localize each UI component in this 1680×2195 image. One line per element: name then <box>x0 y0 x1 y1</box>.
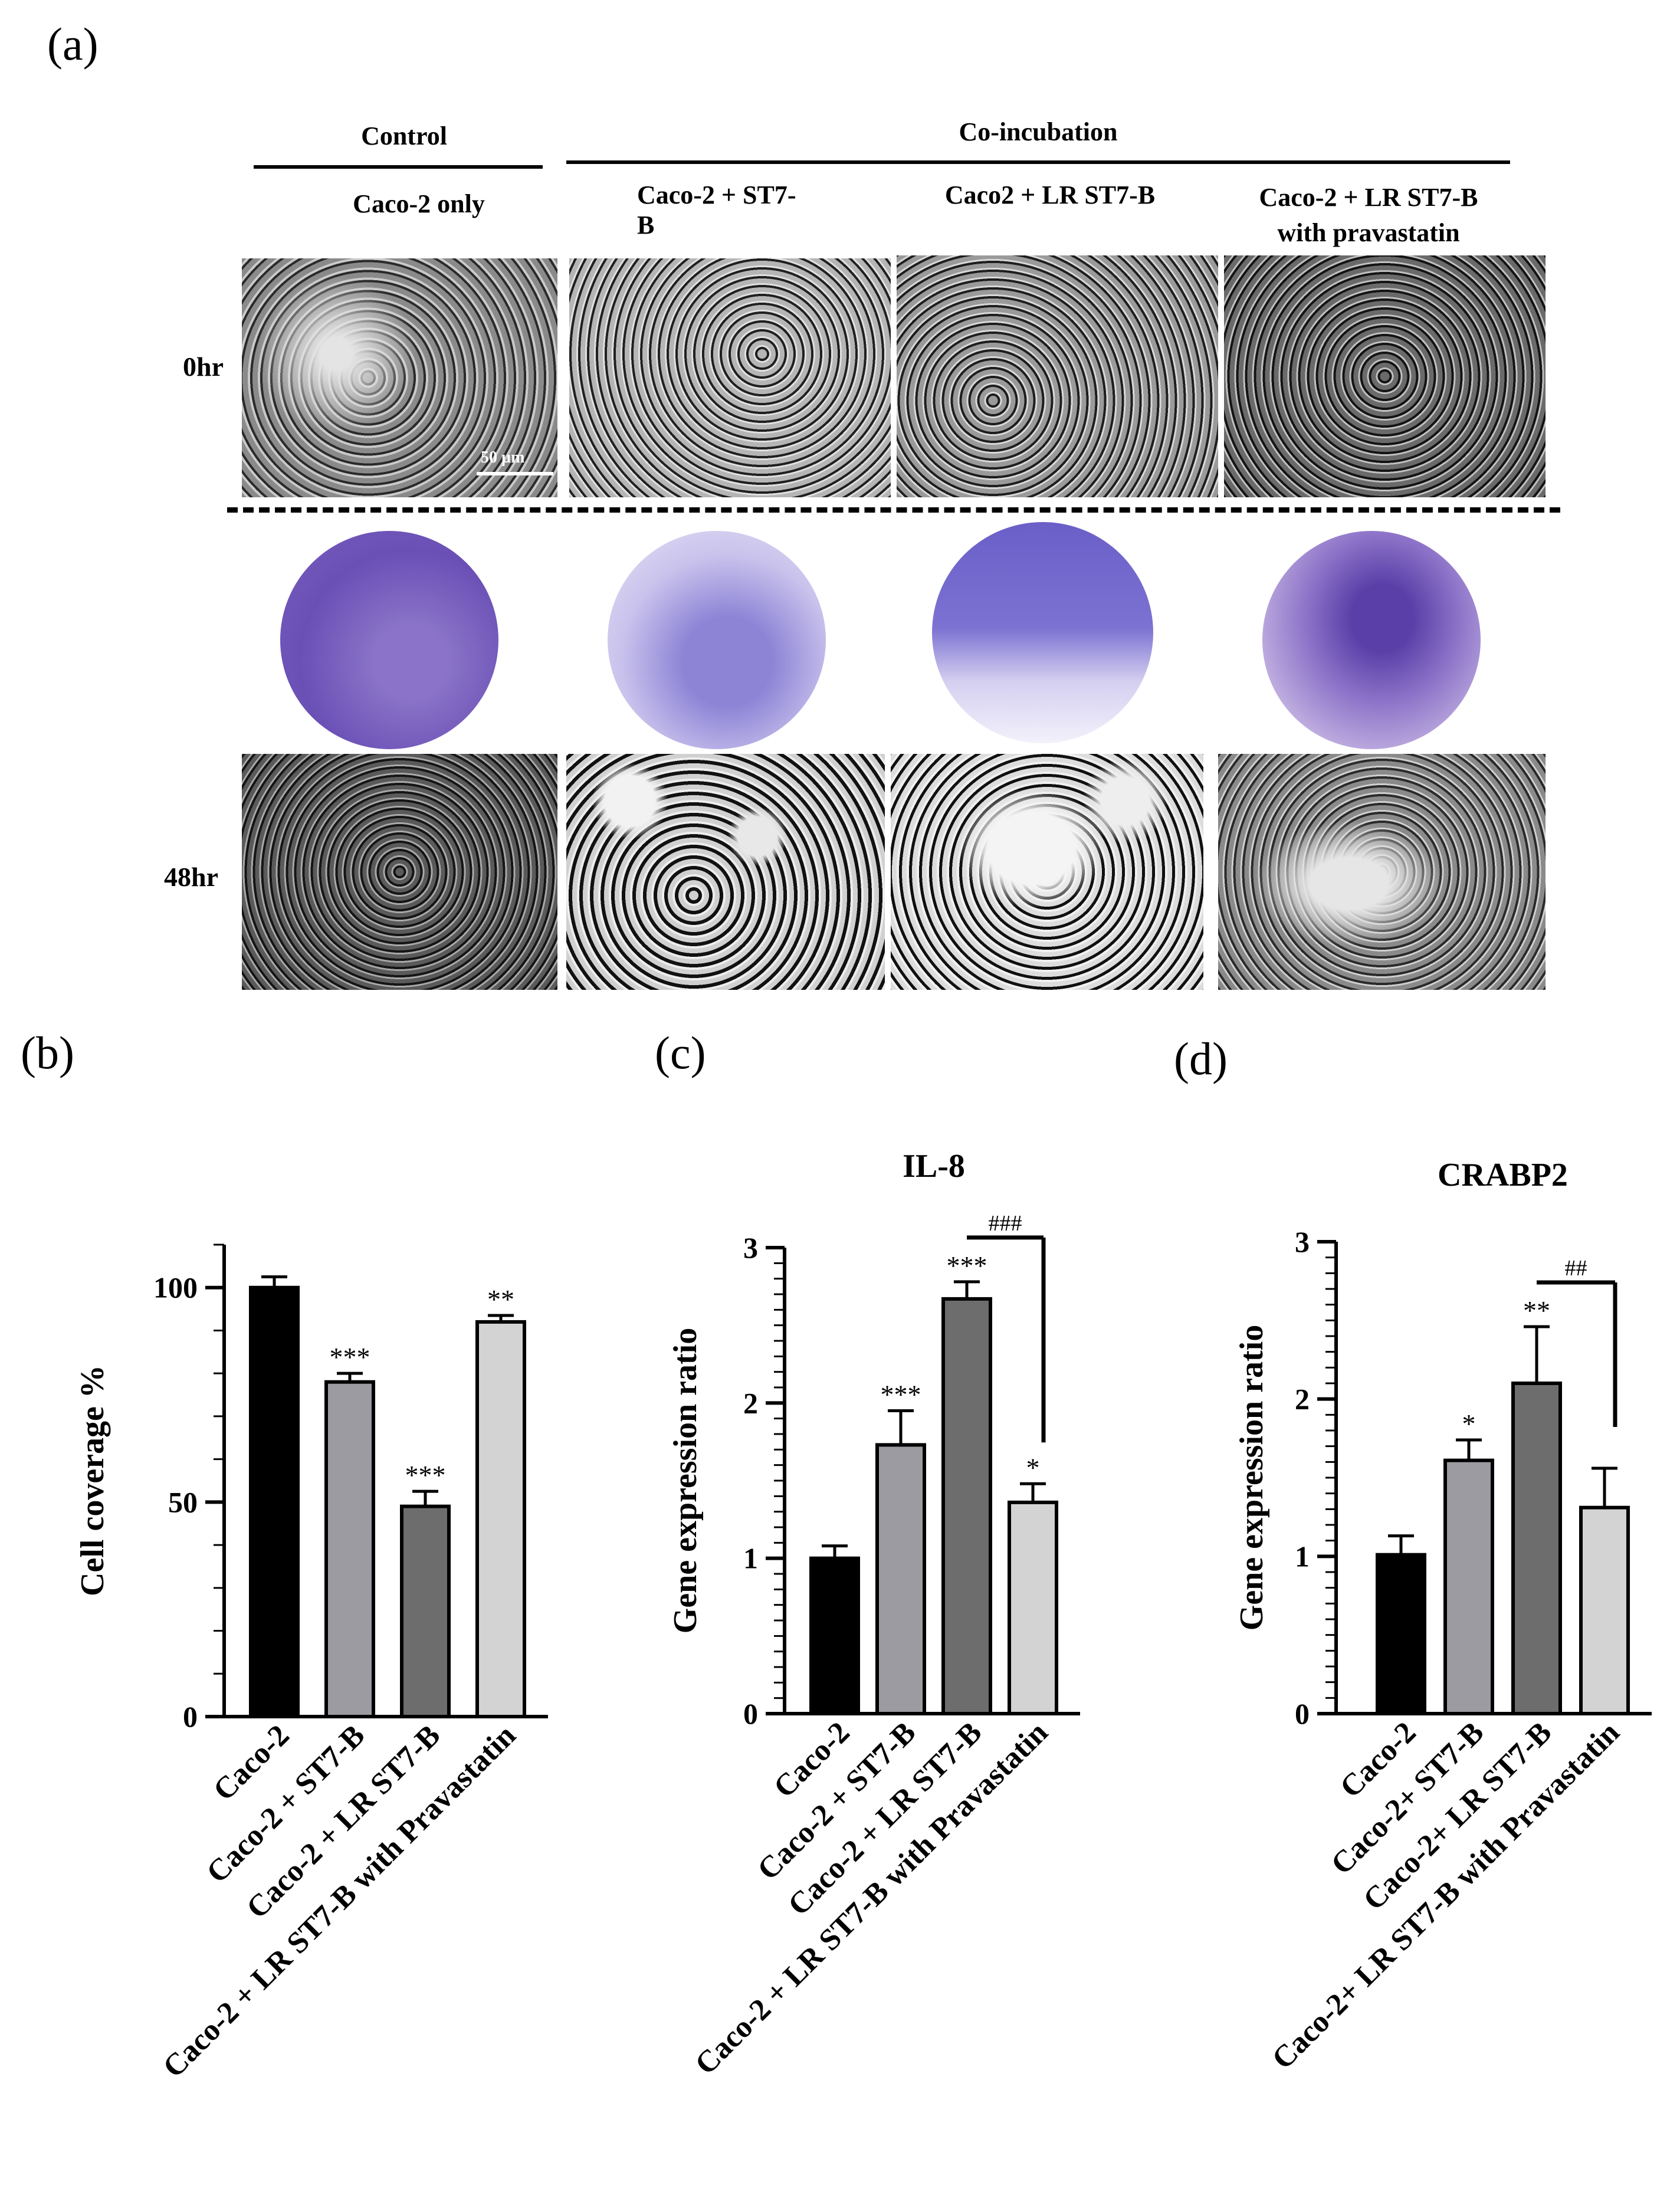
chart1-significance-3: * <box>1026 1452 1040 1482</box>
chart1-bar-2 <box>941 1297 992 1715</box>
group-label-control: Control <box>361 122 447 150</box>
chart2-tick-label: 0 <box>1295 1697 1310 1730</box>
chart0-bar-1 <box>324 1380 375 1718</box>
chart2-bracket-label: ## <box>1565 1256 1587 1281</box>
chart2-bar-3 <box>1579 1505 1630 1716</box>
chart1-bar-0 <box>809 1556 860 1716</box>
col-label-lr-st7b: Caco2 + LR ST7-B <box>944 181 1156 209</box>
chart0-significance-1: *** <box>330 1342 370 1372</box>
panel-b-letter: (b) <box>21 1027 74 1078</box>
chart1-title: IL-8 <box>903 1148 965 1185</box>
col-label-lr-st7b-pravastatin: Caco-2 + LR ST7-B with pravastatin <box>1259 183 1478 247</box>
chart0-bar-2 <box>400 1504 451 1718</box>
chart1-bar-1 <box>875 1443 926 1716</box>
chart0-significance-2: *** <box>405 1460 446 1490</box>
coincubation-underline <box>566 160 1510 164</box>
scale-bar-label: 50 µm <box>481 448 525 467</box>
chart1-tick-label: 3 <box>743 1231 758 1264</box>
chart0-tick-label: 0 <box>183 1700 198 1733</box>
chart2-tick-label: 1 <box>1295 1540 1310 1573</box>
chart2-tick-label: 2 <box>1295 1383 1310 1416</box>
micrograph-48hr-lr-st7b <box>891 754 1203 990</box>
micrograph-48hr-control <box>242 754 557 990</box>
chart1-tick-label: 2 <box>743 1386 758 1419</box>
chart0-significance-3: ** <box>487 1284 514 1314</box>
chart2-y-label: Gene expression ratio <box>1233 1325 1270 1630</box>
chart0-bar-3 <box>475 1320 526 1718</box>
col-label-st7b: Caco-2 + ST7- B <box>637 181 796 239</box>
micrograph-0hr-st7b <box>569 258 891 497</box>
chart1-bracket-label: ### <box>989 1211 1022 1236</box>
group-label-coincubation: Co-incubation <box>959 117 1118 146</box>
col-label-caco2-only: Caco-2 only <box>353 189 485 218</box>
chart1-y-label: Gene expression ratio <box>667 1328 704 1633</box>
chart0-tick-label: 100 <box>153 1271 198 1304</box>
panel-c-letter: (c) <box>655 1027 706 1078</box>
chart0-bar-0 <box>249 1285 300 1718</box>
panel-d-letter: (d) <box>1174 1033 1228 1084</box>
chart2-bar-0 <box>1376 1553 1426 1716</box>
row-label-0hr: 0hr <box>183 352 224 382</box>
chart1-significance-1: *** <box>881 1380 921 1410</box>
chart1-bar-3 <box>1008 1500 1058 1715</box>
dish-st7b <box>608 531 826 749</box>
micrograph-48hr-pravastatin <box>1218 754 1546 990</box>
chart2-significance-2: ** <box>1523 1295 1550 1325</box>
dish-control <box>280 531 498 749</box>
dashed-divider <box>227 507 1560 513</box>
scale-bar <box>477 472 553 475</box>
chart2-bar-1 <box>1443 1458 1494 1716</box>
micrograph-48hr-st7b <box>566 754 885 990</box>
dish-pravastatin <box>1262 531 1481 749</box>
panel-a-letter: (a) <box>47 18 99 70</box>
control-underline <box>254 165 543 169</box>
chart0-tick-label: 50 <box>168 1485 198 1518</box>
micrograph-0hr-pravastatin <box>1224 255 1546 497</box>
chart0-y-label: Cell coverage % <box>74 1365 111 1596</box>
chart2-bar-2 <box>1511 1382 1562 1715</box>
micrograph-0hr-control <box>242 258 557 497</box>
chart2-significance-1: * <box>1462 1409 1476 1439</box>
chart1-tick-label: 1 <box>743 1542 758 1575</box>
row-label-48hr: 48hr <box>164 862 218 892</box>
chart1-significance-2: *** <box>947 1251 987 1281</box>
micrograph-0hr-lr-st7b <box>897 255 1218 497</box>
chart2-tick-label: 3 <box>1295 1225 1310 1258</box>
chart2-title: CRABP2 <box>1438 1157 1568 1193</box>
chart1-tick-label: 0 <box>743 1697 758 1730</box>
dish-lr-st7b <box>932 522 1153 743</box>
